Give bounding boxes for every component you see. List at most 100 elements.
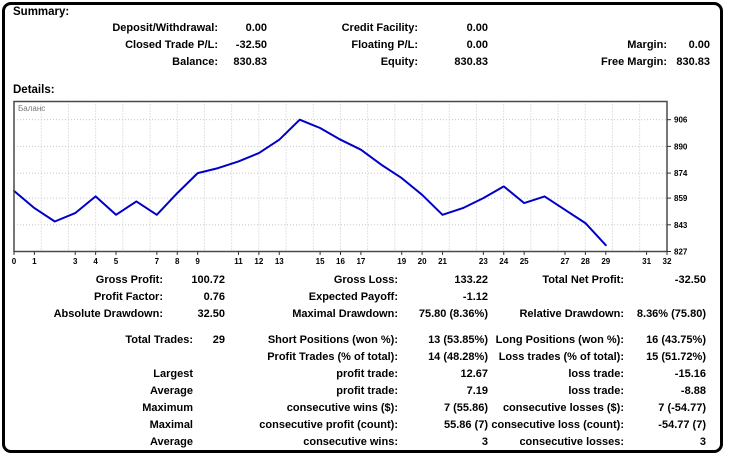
svg-text:25: 25 — [520, 257, 529, 266]
stat-value: 0.00 — [466, 22, 488, 34]
summary-table: Deposit/Withdrawal: 0.00 Credit Facility… — [7, 20, 710, 71]
svg-text:27: 27 — [561, 257, 570, 266]
stat-value: 7 (-54.77) — [658, 402, 706, 414]
stat-label — [488, 20, 667, 37]
stat-value: -15.16 — [674, 368, 706, 380]
svg-text:874: 874 — [674, 169, 688, 178]
stat-value — [193, 349, 225, 366]
svg-text:13: 13 — [275, 257, 284, 266]
stat-value: 29 — [212, 334, 225, 346]
stat-label: Maximal — [149, 419, 193, 431]
details-row: Average profit trade: 7.19 loss trade: -… — [7, 383, 706, 400]
stat-label: Maximum — [142, 402, 193, 414]
stat-value: 100.72 — [191, 274, 225, 286]
summary-row: Balance: 830.83 Equity: 830.83 Free Marg… — [7, 54, 710, 71]
stat-label: loss trade: — [568, 385, 624, 397]
svg-text:23: 23 — [479, 257, 488, 266]
svg-text:31: 31 — [642, 257, 651, 266]
stat-label — [7, 349, 193, 366]
stat-label: Average — [149, 436, 193, 448]
stat-value: 830.83 — [454, 56, 488, 68]
details-heading: Details: — [13, 84, 55, 96]
svg-text:20: 20 — [418, 257, 427, 266]
stat-value: 3 — [699, 436, 706, 448]
details-table: Gross Profit: 100.72 Gross Loss: 133.22 … — [7, 272, 706, 451]
stat-label: consecutive profit (count): — [259, 419, 398, 431]
stat-label: Expected Payoff: — [308, 291, 398, 303]
stat-label: profit trade: — [336, 385, 398, 397]
details-row: Maximum consecutive wins ($): 7 (55.86) … — [7, 400, 706, 417]
stat-value: -32.50 — [674, 274, 706, 286]
stat-label: Short Positions (won %): — [267, 334, 398, 346]
stat-value — [193, 383, 225, 400]
svg-text:906: 906 — [674, 116, 688, 125]
svg-text:859: 859 — [674, 194, 688, 203]
stat-value: -32.50 — [235, 39, 267, 51]
stat-value: 0.76 — [203, 291, 225, 303]
svg-text:827: 827 — [674, 248, 688, 257]
stat-value — [667, 20, 710, 37]
balance-chart: 0 1 3 4 5 7 8 9 11 12 13 15 16 17 19 20 21 23 24 25 27 28 29 31… — [12, 100, 713, 268]
stat-label: Absolute Drawdown: — [53, 308, 163, 320]
stat-label: consecutive losses ($): — [502, 402, 624, 414]
stat-value — [193, 417, 225, 434]
stat-value: 0.00 — [466, 39, 488, 51]
svg-text:32: 32 — [663, 257, 672, 266]
svg-text:0: 0 — [12, 257, 17, 266]
svg-text:28: 28 — [581, 257, 590, 266]
stat-value: 15 (51.72%) — [646, 351, 706, 363]
stat-value — [624, 289, 706, 306]
details-row: Profit Trades (% of total): 14 (48.28%) … — [7, 349, 706, 366]
chart-legend-label: Баланс — [18, 104, 45, 113]
stat-value: 0.00 — [245, 22, 267, 34]
stat-label: Balance: — [172, 56, 218, 68]
stat-label: Margin: — [627, 39, 667, 51]
stat-value: 133.22 — [454, 274, 488, 286]
stat-value: 7 (55.86) — [443, 402, 488, 414]
balance-chart-svg: 0 1 3 4 5 7 8 9 11 12 13 15 16 17 19 20 21 23 24 25 27 28 29 31… — [12, 100, 688, 266]
stat-label: loss trade: — [568, 368, 624, 380]
stat-value: 32.50 — [197, 308, 225, 320]
stat-value: 7.19 — [466, 385, 488, 397]
stat-label: Profit Factor: — [93, 291, 163, 303]
stat-value — [193, 400, 225, 417]
stat-value: 0.00 — [688, 39, 710, 51]
stat-label: consecutive losses: — [519, 436, 624, 448]
svg-text:843: 843 — [674, 221, 688, 230]
stat-label: Gross Loss: — [333, 274, 398, 286]
svg-text:11: 11 — [234, 257, 243, 266]
summary-heading: Summary: — [13, 6, 70, 18]
report-frame — [2, 2, 723, 453]
details-row: Largest profit trade: 12.67 loss trade: … — [7, 366, 706, 383]
stat-value: 75.80 (8.36%) — [418, 308, 488, 320]
svg-text:17: 17 — [356, 257, 365, 266]
svg-text:8: 8 — [175, 257, 180, 266]
svg-text:29: 29 — [601, 257, 610, 266]
svg-text:21: 21 — [438, 257, 447, 266]
stat-value: 13 (53.85%) — [428, 334, 488, 346]
svg-text:24: 24 — [499, 257, 508, 266]
svg-text:4: 4 — [93, 257, 98, 266]
stat-label: Deposit/Withdrawal: — [112, 22, 218, 34]
svg-text:7: 7 — [155, 257, 160, 266]
svg-text:19: 19 — [397, 257, 406, 266]
stat-label: Closed Trade P/L: — [125, 39, 218, 51]
stat-value: 14 (48.28%) — [428, 351, 488, 363]
stat-value: 830.83 — [676, 56, 710, 68]
stat-label: Largest — [153, 368, 193, 380]
stat-label: Long Positions (won %): — [495, 334, 624, 346]
svg-text:5: 5 — [114, 257, 119, 266]
svg-text:15: 15 — [316, 257, 325, 266]
stat-label: profit trade: — [336, 368, 398, 380]
svg-text:16: 16 — [336, 257, 345, 266]
stat-value — [193, 366, 225, 383]
stat-value: 8.36% (75.80) — [636, 308, 706, 320]
details-row: Average consecutive wins: 3 consecutive … — [7, 434, 706, 451]
summary-row: Closed Trade P/L: -32.50 Floating P/L: 0… — [7, 37, 710, 54]
svg-text:12: 12 — [254, 257, 263, 266]
stat-label: consecutive wins ($): — [286, 402, 398, 414]
stat-label: Floating P/L: — [351, 39, 418, 51]
stat-label: Free Margin: — [600, 56, 667, 68]
details-row: Maximal consecutive profit (count): 55.8… — [7, 417, 706, 434]
details-row: Profit Factor: 0.76 Expected Payoff: -1.… — [7, 289, 706, 306]
